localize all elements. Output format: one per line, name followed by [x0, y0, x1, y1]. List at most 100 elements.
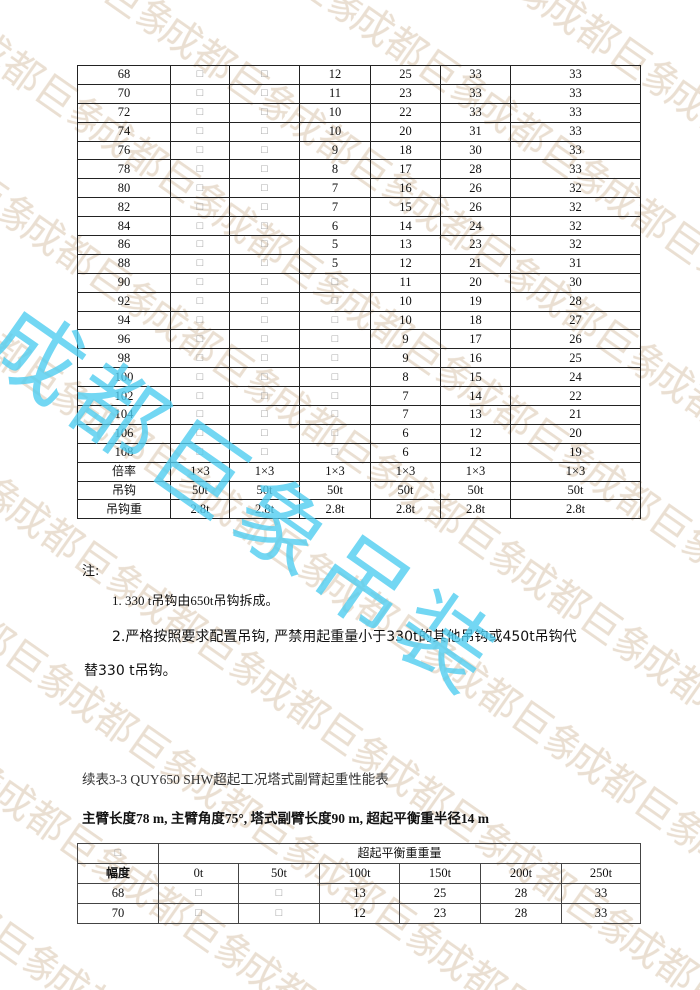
- value-cell: 32: [510, 235, 641, 255]
- table-row: 吊钩重 2.8t 2.8t 2.8t 2.8t 2.8t 2.8t: [77, 499, 641, 520]
- value-cell: □: [229, 102, 300, 123]
- value-cell: 8: [370, 367, 441, 388]
- value-cell: □: [158, 883, 239, 904]
- value-cell: □: [299, 423, 371, 444]
- row-label-cell: 84: [77, 216, 171, 237]
- value-cell: 21: [440, 253, 511, 274]
- value-cell: □: [170, 140, 230, 161]
- value-cell: 25: [510, 348, 641, 369]
- value-cell: 11: [299, 83, 371, 104]
- value-cell: □: [170, 121, 230, 142]
- table-row: 78 □ □ 8 17 28 33: [77, 159, 641, 180]
- value-cell: 32: [510, 178, 641, 199]
- value-cell: □: [229, 197, 300, 218]
- value-cell: □: [229, 253, 300, 274]
- table-subtitle: 主臂长度78 m, 主臂角度75°, 塔式副臂长度90 m, 超起平衡重半径14…: [82, 811, 490, 826]
- table-row: 98 □ □ □ 9 16 25: [77, 348, 641, 369]
- value-cell: 9: [370, 348, 441, 369]
- value-cell: 7: [370, 405, 441, 425]
- value-cell: 2.8t: [510, 499, 641, 520]
- row-label-cell: 吊钩: [77, 480, 171, 501]
- value-cell: 50t: [370, 480, 441, 501]
- value-cell: 33: [560, 903, 642, 924]
- value-cell: 9: [299, 140, 371, 161]
- row-label-cell: 70: [77, 83, 171, 104]
- value-cell: □: [299, 291, 371, 312]
- value-cell: 22: [510, 386, 641, 407]
- row-label-cell: 70: [77, 903, 159, 924]
- value-cell: 16: [440, 348, 511, 369]
- value-cell: 50t: [299, 480, 371, 501]
- value-cell: □: [229, 405, 300, 425]
- table-row: 96 □ □ □ 9 17 26: [77, 329, 641, 350]
- value-cell: 33: [510, 159, 641, 180]
- value-cell: 2.8t: [299, 499, 371, 520]
- row-label-cell: 108: [77, 442, 171, 463]
- value-cell: 5: [299, 253, 371, 274]
- table-row: 92 □ □ □ 10 19 28: [77, 291, 641, 312]
- value-cell: 28: [480, 883, 562, 904]
- value-cell: 28: [480, 903, 562, 924]
- value-cell: 50t: [229, 480, 300, 501]
- value-cell: 33: [510, 102, 641, 123]
- row-label-cell: 74: [77, 121, 171, 142]
- value-cell: □: [229, 386, 300, 407]
- value-cell: □: [170, 235, 230, 255]
- value-cell: 21: [510, 405, 641, 425]
- value-cell: □: [170, 197, 230, 218]
- value-cell: 31: [440, 121, 511, 142]
- value-cell: 9: [370, 329, 441, 350]
- value-cell: □: [238, 903, 320, 924]
- value-cell: 12: [299, 65, 371, 85]
- table-row: 68 □ □ 13 25 28 33: [77, 883, 642, 904]
- value-cell: 50t: [510, 480, 641, 501]
- value-cell: □: [170, 216, 230, 237]
- value-cell: □: [229, 310, 300, 331]
- value-cell: 23: [399, 903, 481, 924]
- value-cell: 7: [370, 386, 441, 407]
- value-cell: 6: [370, 423, 441, 444]
- value-cell: 5: [299, 235, 371, 255]
- value-cell: 1×3: [440, 461, 511, 482]
- value-cell: 28: [440, 159, 511, 180]
- value-cell: □: [229, 83, 300, 104]
- value-cell: □: [299, 348, 371, 369]
- value-cell: 14: [370, 216, 441, 237]
- value-cell: □: [299, 367, 371, 388]
- value-cell: 20: [370, 121, 441, 142]
- value-cell: 14: [440, 386, 511, 407]
- value-cell: □: [229, 235, 300, 255]
- value-cell: □: [170, 386, 230, 407]
- table-row: 70 □ □ 12 23 28 33: [77, 903, 642, 924]
- table-row: 100 □ □ □ 8 15 24: [77, 367, 641, 388]
- table-caption: 续表3-3 QUY650 SHW超起工况塔式副臂起重性能表: [82, 772, 389, 787]
- value-cell: 6: [299, 216, 371, 237]
- value-cell: □: [170, 272, 230, 293]
- value-cell: 23: [440, 235, 511, 255]
- value-cell: 30: [440, 140, 511, 161]
- value-cell: □: [170, 367, 230, 388]
- value-cell: □: [170, 159, 230, 180]
- value-cell: 22: [370, 102, 441, 123]
- table-row: 80 □ □ 7 16 26 32: [77, 178, 641, 199]
- column-header: 0t: [158, 863, 239, 884]
- value-cell: □: [229, 348, 300, 369]
- table-row: 88 □ □ 5 12 21 31: [77, 253, 641, 274]
- value-cell: 25: [399, 883, 481, 904]
- row-label-cell: 98: [77, 348, 171, 369]
- value-cell: 12: [440, 442, 511, 463]
- row-label-cell: 吊钩重: [77, 499, 171, 520]
- value-cell: 19: [440, 291, 511, 312]
- value-cell: 12: [440, 423, 511, 444]
- value-cell: 7: [299, 197, 371, 218]
- value-cell: 1×3: [229, 461, 300, 482]
- value-cell: 2.8t: [170, 499, 230, 520]
- value-cell: □: [229, 140, 300, 161]
- value-cell: 8: [299, 159, 371, 180]
- value-cell: □: [299, 405, 371, 425]
- value-cell: 16: [370, 178, 441, 199]
- value-cell: □: [299, 442, 371, 463]
- row-header: 幅度: [77, 863, 159, 884]
- value-cell: 10: [370, 291, 441, 312]
- value-cell: 19: [510, 442, 641, 463]
